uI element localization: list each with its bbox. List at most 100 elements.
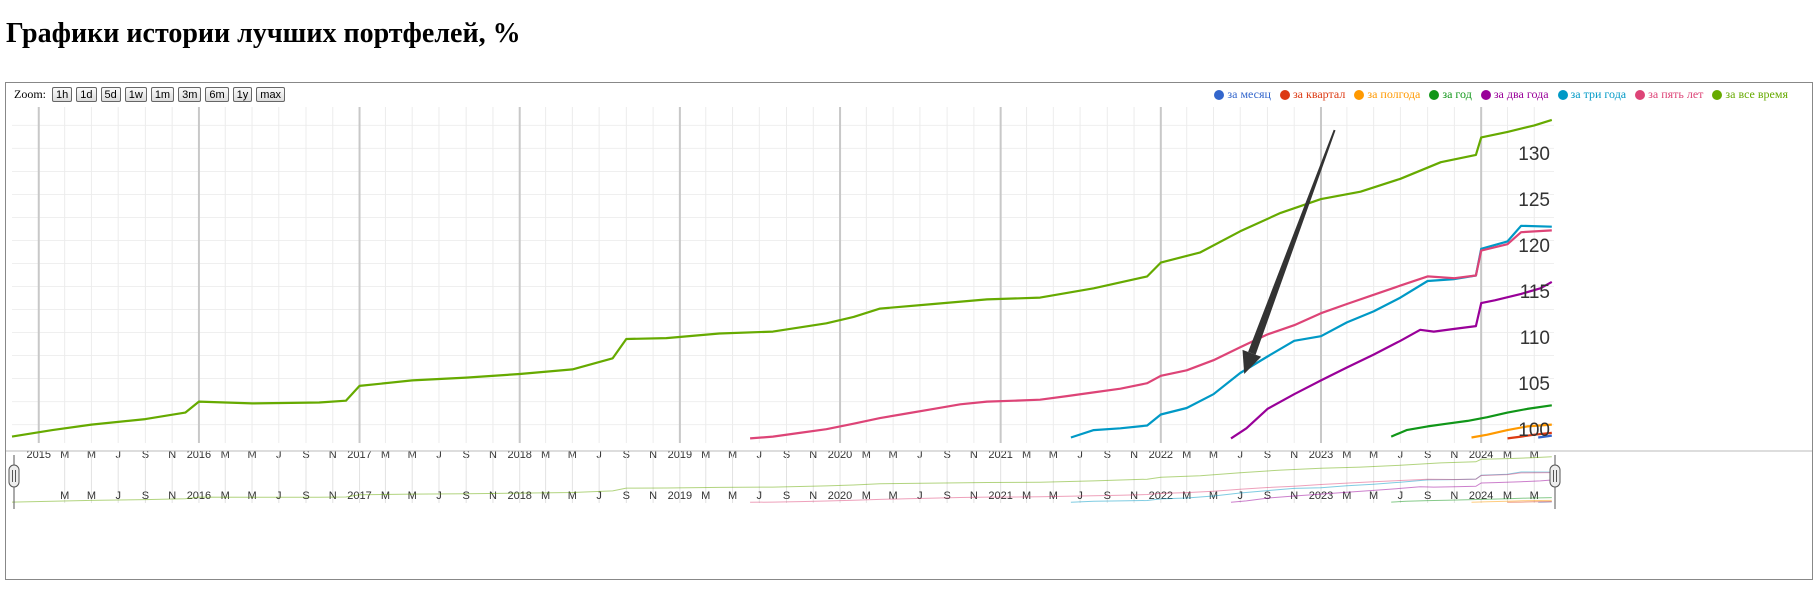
legend-label: за все время (1725, 87, 1788, 101)
legend-item[interactable]: за все время (1712, 87, 1788, 102)
legend-label: за пять лет (1648, 87, 1704, 101)
legend-dot-icon (1712, 89, 1723, 100)
navigator-right-handle[interactable] (1549, 455, 1561, 509)
grid-vertical (37, 107, 1535, 443)
navigator-tick-label: N (970, 490, 978, 502)
legend-dot-icon (1279, 89, 1290, 100)
navigator-tick-label: N (489, 490, 497, 502)
handle-grip-icon (1549, 464, 1561, 488)
navigator-tick-label: N (168, 490, 176, 502)
navigator-tick-label: M (701, 490, 710, 502)
zoom-button-1y[interactable]: 1y (232, 87, 253, 102)
zoom-button-1h[interactable]: 1h (52, 87, 73, 102)
legend-dot-icon (1635, 89, 1646, 100)
navigator-tick-label: M (541, 490, 550, 502)
navigator-left-handle[interactable] (8, 455, 20, 509)
navigator-tick-label: N (649, 490, 657, 502)
navigator-series-line (1507, 501, 1552, 503)
navigator-tick-label: M (728, 490, 737, 502)
legend-item[interactable]: за пять лет (1635, 87, 1703, 102)
legend-item[interactable]: за полгода (1354, 87, 1420, 102)
navigator-tick-label: 2021 (988, 490, 1012, 502)
y-tick-label: 120 (1518, 236, 1550, 257)
navigator-tick-label: S (302, 490, 309, 502)
navigator-tick-label: 2023 (1309, 490, 1333, 502)
navigator-tick-label: M (889, 490, 898, 502)
navigator-tick-label: 2024 (1469, 490, 1493, 502)
series-line (750, 229, 1552, 440)
navigator-tick-label: M (1369, 490, 1378, 502)
y-tick-label: 130 (1518, 144, 1550, 165)
navigator-tick-label: M (381, 490, 390, 502)
zoom-button-3m[interactable]: 3m (178, 87, 202, 102)
y-axis-labels: 100 105 110 115 120 125 130 (1518, 144, 1550, 441)
annotation-arrow (1242, 129, 1336, 374)
navigator-series-line (1471, 499, 1552, 503)
navigator-series-line (1391, 497, 1552, 503)
navigator-tick-label: 2020 (828, 490, 852, 502)
legend-label: за два года (1493, 87, 1549, 101)
legend-item[interactable]: за месяц (1214, 87, 1271, 102)
navigator-tick-label: S (463, 490, 470, 502)
legend-item[interactable]: за три года (1557, 87, 1627, 102)
zoom-button-1d[interactable]: 1d (76, 87, 97, 102)
legend-dot-icon (1214, 89, 1225, 100)
navigator-tick-label: N (809, 490, 817, 502)
navigator-tick-label: S (943, 490, 950, 502)
navigator-series-line (750, 472, 1552, 503)
navigator-tick-label: S (1264, 490, 1271, 502)
series-lines (11, 118, 1553, 440)
navigator-tick-label: N (1450, 490, 1458, 502)
navigator-tick-label: S (142, 490, 149, 502)
zoom-button-6m[interactable]: 6m (205, 87, 229, 102)
zoom-label: Zoom: (14, 87, 46, 101)
legend-item[interactable]: за год (1429, 87, 1472, 102)
navigator-tick-label: S (783, 490, 790, 502)
navigator: M M J S N 2016 M M J S N 2017 M M J S N 2018 M M J S N 2019 M M J S… (6, 450, 1812, 509)
navigator-tick-label: M (60, 490, 69, 502)
legend: за месяц за квартал за полгода за год за два… (1214, 87, 1788, 102)
y-tick-label: 105 (1518, 374, 1550, 395)
legend-dot-icon (1354, 89, 1365, 100)
y-tick-label: 125 (1518, 190, 1550, 211)
zoom-button-1m[interactable]: 1m (150, 87, 175, 102)
x-tick-label: 2015 (27, 449, 51, 461)
series-line (1390, 404, 1552, 438)
arrow-shaft (1248, 129, 1336, 355)
navigator-tick-label: M (87, 490, 96, 502)
zoom-button-1w[interactable]: 1w (124, 87, 147, 102)
y-tick-label: 100 (1518, 420, 1550, 441)
legend-label: за год (1442, 87, 1472, 101)
navigator-tick-label: N (329, 490, 337, 502)
legend-label: за три года (1570, 87, 1627, 101)
navigator-tick-label: J (436, 490, 442, 502)
grid-horizontal (12, 124, 1554, 426)
navigator-tick-label: M (247, 490, 256, 502)
navigator-tick-label: M (862, 490, 871, 502)
navigator-tick-label: 2016 (187, 490, 211, 502)
navigator-tick-label: N (1130, 490, 1138, 502)
zoom-button-5d[interactable]: 5d (100, 87, 121, 102)
navigator-tick-label: J (1237, 490, 1243, 502)
legend-dot-icon (1429, 89, 1440, 100)
zoom-bar: Zoom: 1h 1d 5d 1w 1m 3m 6m 1y max (14, 87, 286, 102)
navigator-tick-label: S (1424, 490, 1431, 502)
legend-label: за месяц (1227, 87, 1271, 101)
navigator-series-line (11, 456, 1552, 503)
navigator-tick-label: 2017 (347, 490, 371, 502)
legend-item[interactable]: за квартал (1279, 87, 1345, 102)
arrow-head (1242, 349, 1262, 374)
navigator-tick-label: S (1104, 490, 1111, 502)
navigator-tick-label: M (1503, 490, 1512, 502)
navigator-series-line (1230, 479, 1552, 503)
plot-area: 2015 M M J S N 2016 M M J S N 2017 M M J S N 2018 M M J S N 2019… (6, 107, 1812, 509)
page-title: Графики истории лучших портфелей, % (6, 18, 521, 49)
navigator-tick-label: M (1342, 490, 1351, 502)
zoom-button-max[interactable]: max (256, 87, 286, 102)
legend-label: за полгода (1367, 87, 1421, 101)
chart-frame: 2015 M M J S N 2016 M M J S N 2017 M M J S N 2018 M M J S N 2019… (5, 82, 1813, 580)
legend-item[interactable]: за два года (1480, 87, 1549, 102)
navigator-tick-label: J (1398, 490, 1404, 502)
navigator-tick-label: J (596, 490, 602, 502)
navigator-tick-label: M (1182, 490, 1191, 502)
